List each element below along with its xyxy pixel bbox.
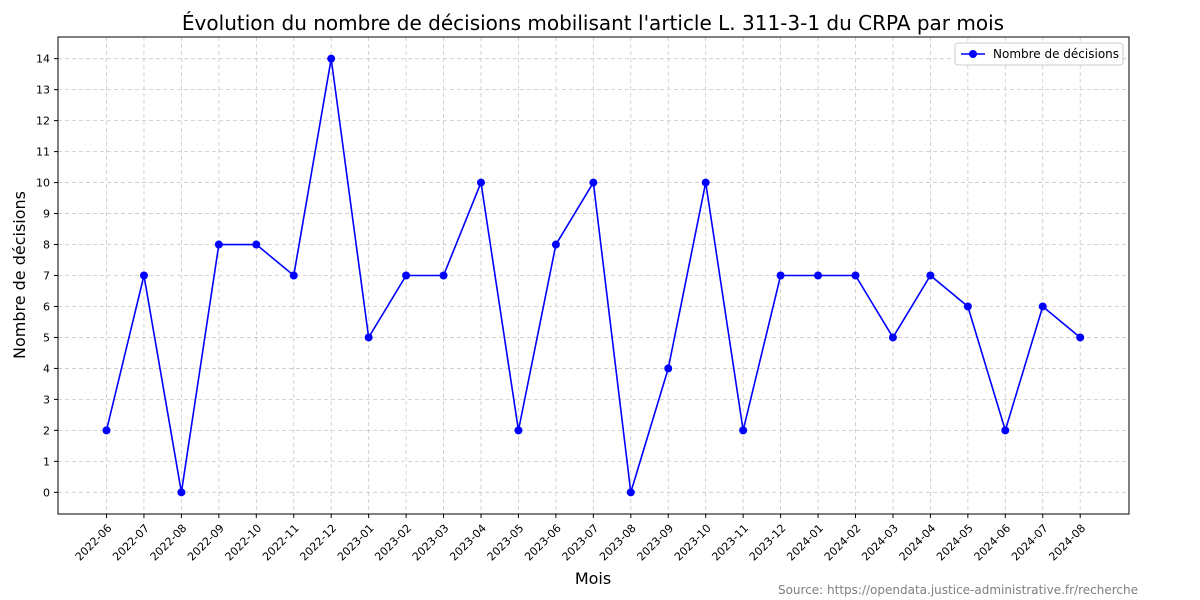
x-tick-label: 2022-09: [185, 522, 227, 564]
data-point: [289, 271, 298, 280]
x-tick-label: 2023-04: [447, 522, 489, 564]
y-tick-label: 12: [36, 115, 50, 128]
data-point: [252, 240, 261, 249]
x-tick-label: 2022-11: [260, 522, 302, 564]
y-tick-label: 7: [43, 270, 50, 283]
x-tick-label: 2023-03: [410, 522, 452, 564]
data-point: [327, 54, 336, 63]
data-point: [1076, 333, 1085, 342]
data-point: [439, 271, 448, 280]
data-point: [589, 178, 598, 187]
data-point: [963, 302, 972, 311]
y-tick-label: 11: [36, 146, 50, 159]
y-tick-label: 10: [36, 177, 50, 190]
x-tick-label: 2023-05: [485, 522, 527, 564]
data-point: [851, 271, 860, 280]
data-point: [1038, 302, 1047, 311]
data-point: [364, 333, 373, 342]
data-point: [626, 488, 635, 497]
y-tick-label: 13: [36, 84, 50, 97]
data-point: [701, 178, 710, 187]
legend-box: [954, 42, 1124, 66]
x-tick-label: 2024-04: [897, 522, 939, 564]
y-tick-label: 1: [43, 455, 50, 468]
x-tick-label: 2023-06: [522, 522, 564, 564]
y-tick-label: 2: [43, 424, 50, 437]
x-tick-label: 2024-01: [784, 522, 826, 564]
data-point: [776, 271, 785, 280]
x-tick-label: 2024-08: [1046, 522, 1088, 564]
series-layer: [102, 54, 1085, 497]
data-point: [514, 426, 523, 435]
y-tick-label: 4: [43, 362, 50, 375]
x-tick-label: 2023-12: [747, 522, 789, 564]
y-tick-label: 9: [43, 208, 50, 221]
x-tick-label: 2022-08: [148, 522, 190, 564]
data-point: [551, 240, 560, 249]
data-point: [926, 271, 935, 280]
y-axis-label: Nombre de décisions: [10, 191, 29, 359]
x-tick-label: 2024-02: [822, 522, 864, 564]
data-point: [139, 271, 148, 280]
x-tick-label: 2023-01: [335, 522, 377, 564]
data-point: [1001, 426, 1010, 435]
x-tick-label: 2023-02: [372, 522, 414, 564]
data-point: [102, 426, 111, 435]
y-tick-label: 6: [43, 300, 50, 313]
data-point: [664, 364, 673, 373]
chart-title: Évolution du nombre de décisions mobilis…: [182, 11, 1004, 35]
x-tick-label: 2024-03: [859, 522, 901, 564]
x-tick-label: 2023-09: [635, 522, 677, 564]
y-tick-label: 3: [43, 393, 50, 406]
legend-point-marker: [969, 50, 977, 58]
data-point: [214, 240, 223, 249]
x-tick-label: 2022-06: [73, 522, 115, 564]
legend: Nombre de décisions: [954, 42, 1124, 66]
x-tick-label: 2022-12: [297, 522, 339, 564]
y-tick-label: 5: [43, 331, 50, 344]
x-tick-label: 2022-10: [223, 522, 265, 564]
x-tick-label: 2024-05: [934, 522, 976, 564]
x-tick-label: 2022-07: [110, 522, 152, 564]
grid-lines: [58, 37, 1129, 514]
x-tick-label: 2023-11: [709, 522, 751, 564]
y-tick-label: 0: [43, 486, 50, 499]
x-tick-label: 2023-08: [597, 522, 639, 564]
plot-frame: [57, 36, 1130, 515]
data-point: [177, 488, 186, 497]
data-point: [739, 426, 748, 435]
data-point: [814, 271, 823, 280]
x-tick-label: 2023-10: [672, 522, 714, 564]
x-axis-ticks: 2022-062022-072022-082022-092022-102022-…: [73, 514, 1088, 563]
y-tick-label: 14: [36, 53, 50, 66]
data-point: [888, 333, 897, 342]
x-tick-label: 2023-07: [560, 522, 602, 564]
y-tick-label: 8: [43, 239, 50, 252]
legend-entry: Nombre de décisions: [993, 47, 1119, 61]
x-tick-label: 2024-06: [972, 522, 1014, 564]
x-tick-label: 2024-07: [1009, 522, 1051, 564]
source-note: Source: https://opendata.justice-adminis…: [778, 583, 1138, 597]
data-point: [477, 178, 485, 187]
data-point: [402, 271, 411, 280]
x-axis-label: Mois: [575, 569, 611, 588]
